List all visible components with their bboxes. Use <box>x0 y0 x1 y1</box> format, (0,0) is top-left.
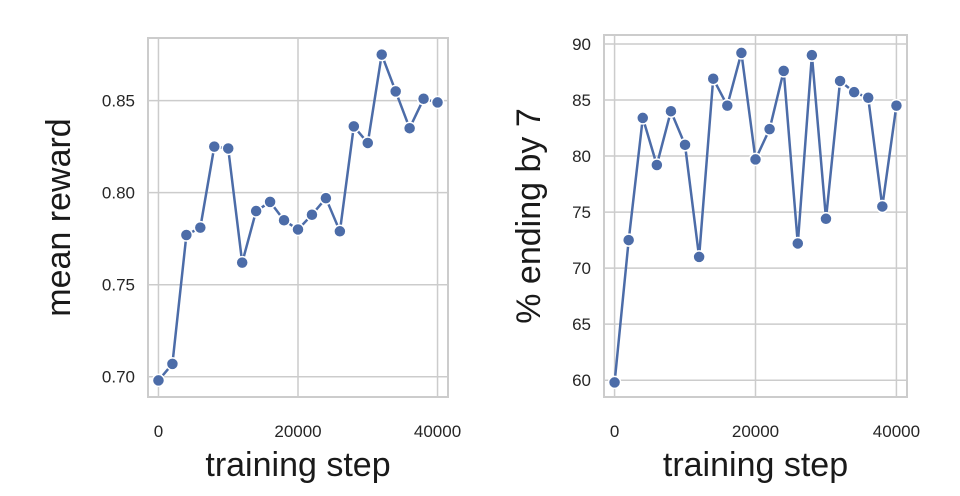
right-data-point <box>748 152 763 167</box>
right-y-tick-label: 80 <box>572 147 591 166</box>
right-x-tick-label: 40000 <box>873 422 920 441</box>
left-data-point <box>347 119 361 134</box>
right-data-point <box>734 46 749 60</box>
right-data-point <box>607 375 622 390</box>
right-data-point <box>847 85 861 99</box>
left-x-tick-label: 40000 <box>414 422 461 441</box>
left-data-point <box>430 95 445 110</box>
left-data-point <box>263 195 277 209</box>
right-y-tick-label: 90 <box>572 35 591 54</box>
right-y-tick-label: 70 <box>572 259 591 278</box>
left-x-tick-label: 0 <box>154 422 163 441</box>
left-x-axis-label: training step <box>205 446 390 484</box>
right-data-point <box>805 48 819 62</box>
right-data-point <box>636 111 650 125</box>
right-x-tick-label: 0 <box>610 422 619 441</box>
right-x-tick-label: 20000 <box>732 422 779 441</box>
right-data-point <box>720 98 735 113</box>
right-data-point <box>889 98 904 113</box>
left-y-tick-label: 0.85 <box>102 92 135 111</box>
right-data-point <box>791 236 805 251</box>
right-data-point <box>664 104 678 118</box>
right-data-point <box>861 91 875 105</box>
right-x-axis-label: training step <box>663 446 848 484</box>
right-y-tick-label: 65 <box>572 315 591 334</box>
right-y-axis-label: % ending by 7 <box>510 108 548 324</box>
left-data-point <box>193 220 208 235</box>
left-data-point <box>333 224 347 239</box>
right-data-point <box>762 122 777 136</box>
left-data-point <box>402 121 417 135</box>
left-data-point <box>305 207 319 222</box>
right-data-point <box>692 250 706 264</box>
left-data-point <box>416 92 431 106</box>
left-data-point <box>374 47 389 62</box>
right-y-tick-label: 85 <box>572 91 591 110</box>
right-data-point <box>621 233 636 247</box>
left-data-point <box>235 255 249 270</box>
left-data-point <box>277 213 291 228</box>
left-data-point <box>151 373 166 388</box>
left-plot-frame <box>147 37 449 398</box>
left-y-tick-label: 0.70 <box>102 368 135 387</box>
left-data-point <box>361 136 375 150</box>
right-data-point <box>833 74 847 88</box>
left-data-point <box>179 228 194 242</box>
left-data-point <box>221 141 235 156</box>
right-plot-frame <box>603 34 908 398</box>
left-data-point <box>388 84 403 99</box>
left-data-point <box>207 139 222 154</box>
right-data-point <box>650 158 664 172</box>
left-y-tick-label: 0.80 <box>102 184 135 203</box>
right-data-point <box>819 212 833 226</box>
left-x-tick-label: 20000 <box>274 422 321 441</box>
left-y-axis-label: mean reward <box>40 118 78 316</box>
left-data-point <box>319 191 333 205</box>
right-data-point <box>706 71 720 86</box>
left-data-point <box>249 204 263 218</box>
left-data-point <box>291 222 305 237</box>
right-data-point <box>776 64 791 78</box>
left-data-point <box>165 357 180 371</box>
right-y-tick-label: 60 <box>572 371 591 390</box>
right-y-tick-label: 75 <box>572 203 591 222</box>
right-data-point <box>875 199 890 214</box>
left-y-tick-label: 0.75 <box>102 276 135 295</box>
right-data-point <box>678 138 692 152</box>
left-panel-mean-reward: 0 20000 40000 0.70 0.75 0.80 0.85 training ste… <box>40 37 461 484</box>
